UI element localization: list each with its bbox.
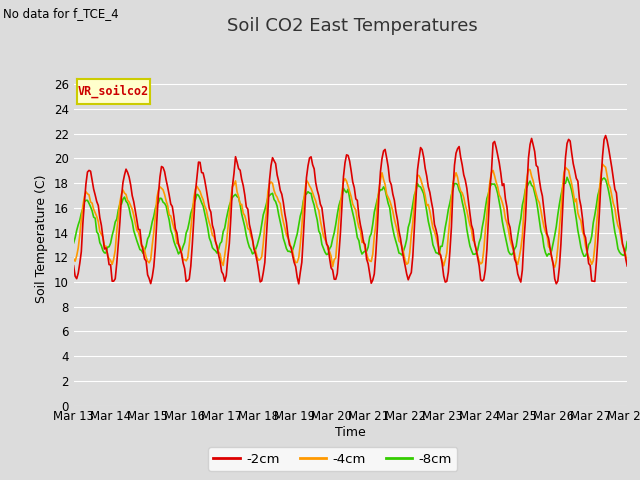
X-axis label: Time: Time	[335, 426, 366, 439]
Text: Soil CO2 East Temperatures: Soil CO2 East Temperatures	[227, 17, 477, 35]
Text: No data for f_TCE_4: No data for f_TCE_4	[3, 7, 119, 20]
Legend: -2cm, -4cm, -8cm: -2cm, -4cm, -8cm	[208, 447, 458, 471]
Text: VR_soilco2: VR_soilco2	[78, 85, 149, 98]
Y-axis label: Soil Temperature (C): Soil Temperature (C)	[35, 175, 48, 303]
